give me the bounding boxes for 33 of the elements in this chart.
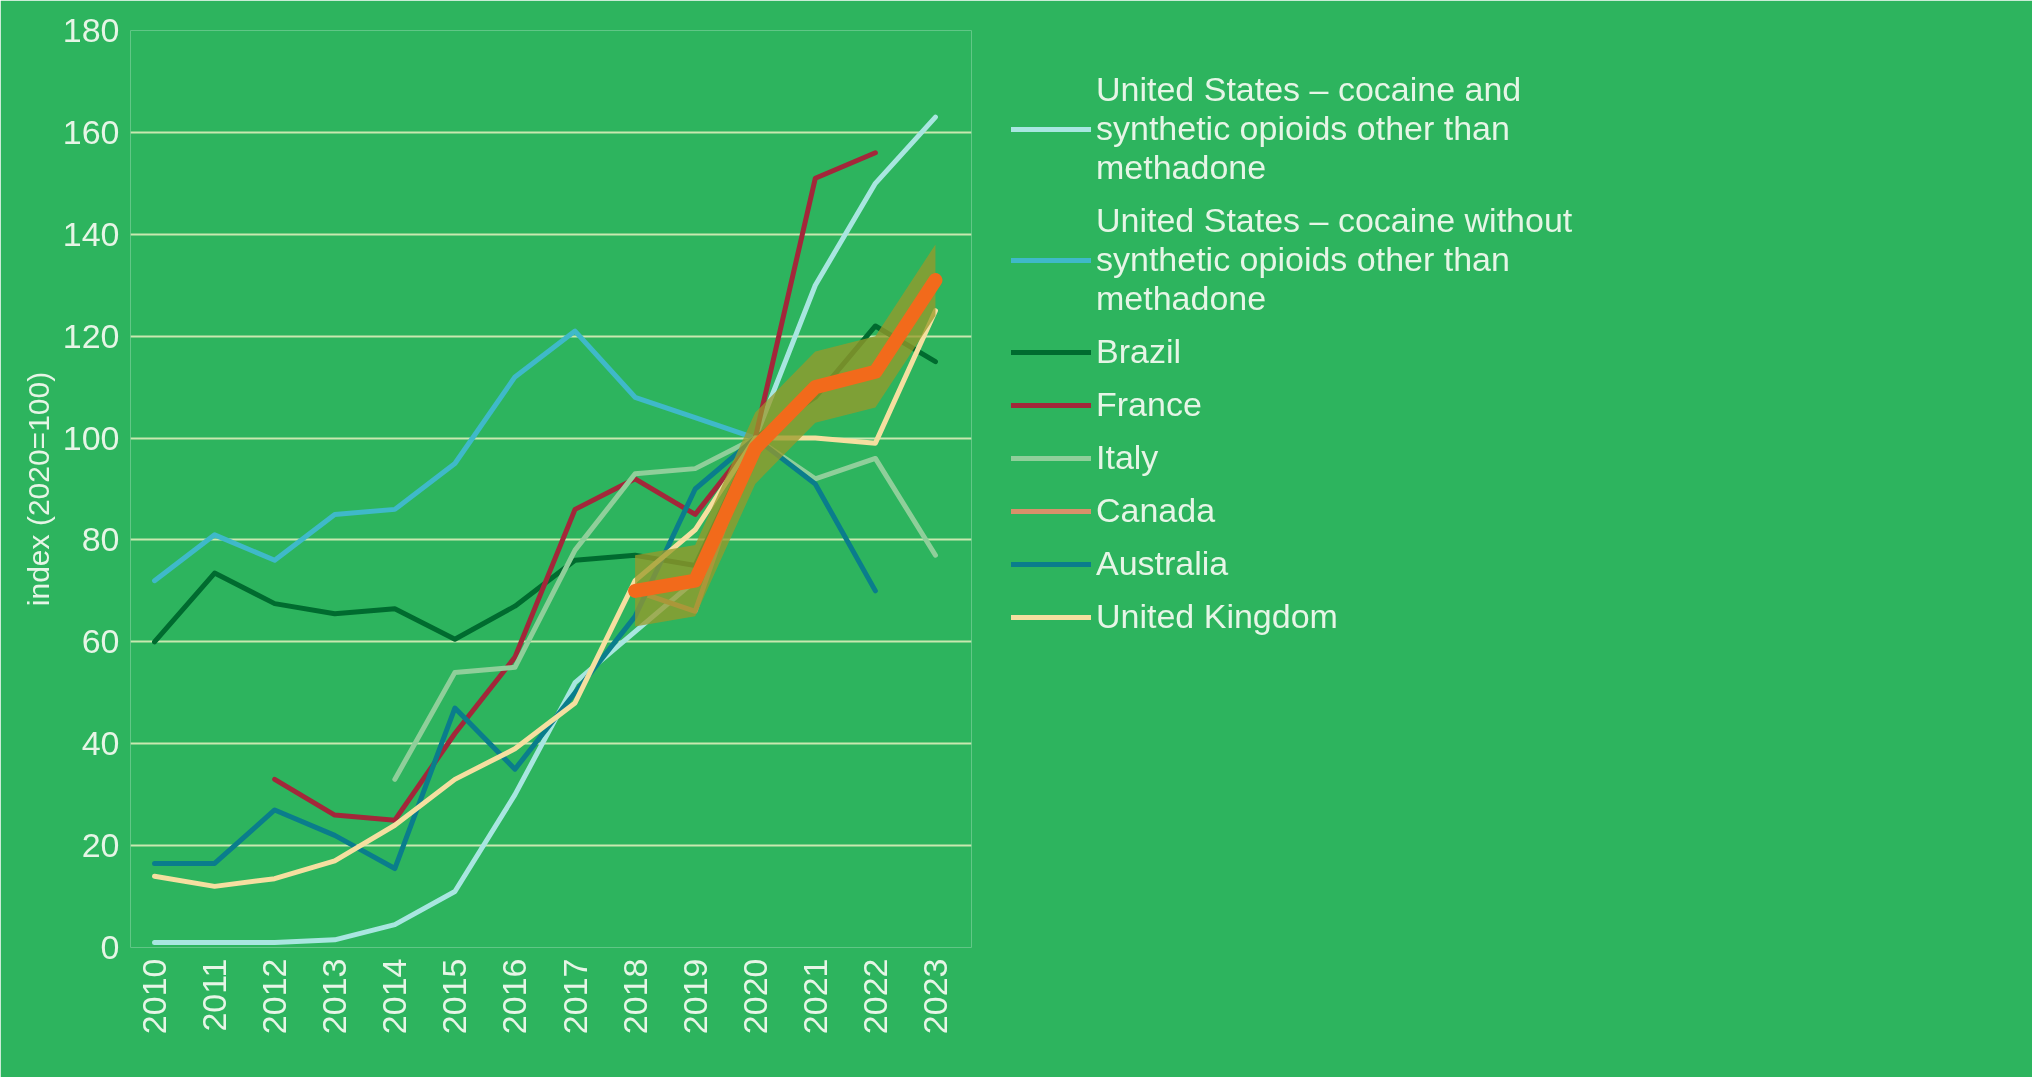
legend-label: United Kingdom xyxy=(1096,597,1338,636)
x-tick-label: 2013 xyxy=(315,958,354,1035)
y-tick-label: 0 xyxy=(100,928,120,966)
x-tick-label: 2012 xyxy=(255,958,294,1035)
x-tick-label: 2011 xyxy=(195,958,234,1032)
x-tick-label: 2017 xyxy=(555,958,594,1035)
x-tick-label: 2020 xyxy=(735,958,774,1035)
y-tick-label: 60 xyxy=(81,622,120,661)
legend-label: Canada xyxy=(1096,491,1216,530)
x-tick-label: 2010 xyxy=(135,958,174,1035)
x-tick-label: 2022 xyxy=(855,958,894,1035)
y-tick-label: 20 xyxy=(81,826,120,865)
x-tick-label: 2016 xyxy=(495,958,534,1035)
legend-label: United States – cocaine without synthetic opioids other than methadone xyxy=(1096,201,1573,318)
y-axis-title: index (2020=100) xyxy=(21,371,55,607)
x-tick-label: 2014 xyxy=(375,958,414,1035)
y-tick-label: 160 xyxy=(62,112,120,151)
legend-label: Italy xyxy=(1096,438,1159,477)
y-tick-label: 140 xyxy=(62,214,120,253)
y-tick-label: 40 xyxy=(81,724,120,763)
x-tick-label: 2018 xyxy=(615,958,654,1035)
y-tick-label: 120 xyxy=(62,316,120,355)
legend-label: United States – cocaine and synthetic opioids other than methadone xyxy=(1096,70,1522,187)
x-tick-label: 2015 xyxy=(435,958,474,1035)
legend-label: Brazil xyxy=(1096,332,1182,371)
legend-label: France xyxy=(1096,385,1202,424)
y-tick-label: 100 xyxy=(62,418,120,457)
y-tick-label: 180 xyxy=(62,11,120,49)
x-tick-label: 2021 xyxy=(795,958,834,1035)
x-tick-label: 2023 xyxy=(915,958,954,1035)
x-tick-label: 2019 xyxy=(675,958,714,1035)
legend-label: Australia xyxy=(1096,544,1229,583)
y-tick-label: 80 xyxy=(81,520,120,559)
